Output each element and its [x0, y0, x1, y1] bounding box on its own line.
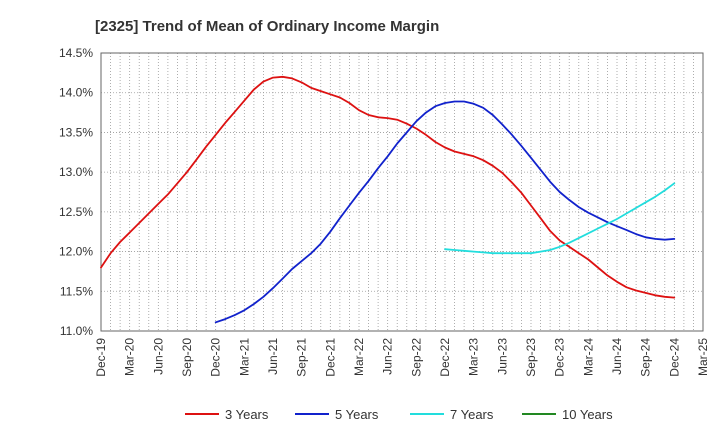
x-tick-label: Jun-23: [495, 338, 509, 375]
plot-border: [100, 52, 704, 332]
chart-title: [2325] Trend of Mean of Ordinary Income …: [95, 18, 439, 35]
y-axis: 11.0% 11.5% 12.0% 12.5% 13.0% 13.5% 14.0% 14.5%: [59, 46, 93, 338]
x-tick-label: Mar-20: [123, 338, 137, 376]
y-tick-label: 11.0%: [60, 324, 93, 338]
x-tick-label: Mar-22: [352, 338, 366, 376]
series-line-3-years: [100, 75, 676, 299]
x-tick-label: Mar-24: [581, 338, 595, 376]
x-tick-label: Sep-21: [295, 338, 309, 377]
x-tick-label: Jun-21: [266, 338, 280, 375]
y-tick-label: 14.5%: [59, 46, 93, 60]
x-tick-label: Dec-23: [553, 338, 567, 377]
x-tick-label: Mar-21: [237, 338, 251, 376]
series-lines: [100, 75, 676, 324]
y-tick-label: 11.5%: [60, 284, 93, 298]
series-line-7-years: [444, 182, 676, 255]
x-tick-label: Sep-20: [180, 338, 194, 377]
x-tick-label: Dec-21: [323, 338, 337, 377]
x-tick-label: Mar-25: [696, 338, 710, 376]
x-tick-label: Jun-22: [381, 338, 395, 375]
x-tick-label: Dec-20: [209, 338, 223, 377]
legend-label: 3 Years: [225, 407, 269, 422]
x-tick-label: Sep-23: [524, 338, 538, 377]
x-tick-label: Sep-24: [639, 338, 653, 377]
x-tick-label: Jun-24: [610, 338, 624, 375]
legend: 3 Years 5 Years 7 Years 10 Years: [185, 407, 613, 422]
x-tick-label: Dec-24: [667, 338, 681, 377]
legend-label: 10 Years: [562, 407, 613, 422]
y-tick-label: 13.0%: [59, 165, 93, 179]
legend-label: 7 Years: [450, 407, 494, 422]
x-tick-label: Sep-22: [409, 338, 423, 377]
x-tick-label: Mar-23: [467, 338, 481, 376]
grid: [101, 53, 703, 331]
series-line-5-years: [214, 100, 676, 324]
y-tick-label: 13.5%: [59, 125, 93, 139]
plot-area: [101, 53, 703, 331]
x-axis: Dec-19 Mar-20 Jun-20 Sep-20 Dec-20 Mar-21 Jun-…: [94, 338, 710, 377]
x-tick-label: Dec-22: [438, 338, 452, 377]
y-tick-label: 12.0%: [59, 245, 93, 259]
x-tick-label: Dec-19: [94, 338, 108, 377]
y-tick-label: 12.5%: [59, 205, 93, 219]
y-tick-label: 14.0%: [59, 86, 93, 100]
x-tick-label: Jun-20: [151, 338, 165, 375]
legend-label: 5 Years: [335, 407, 379, 422]
